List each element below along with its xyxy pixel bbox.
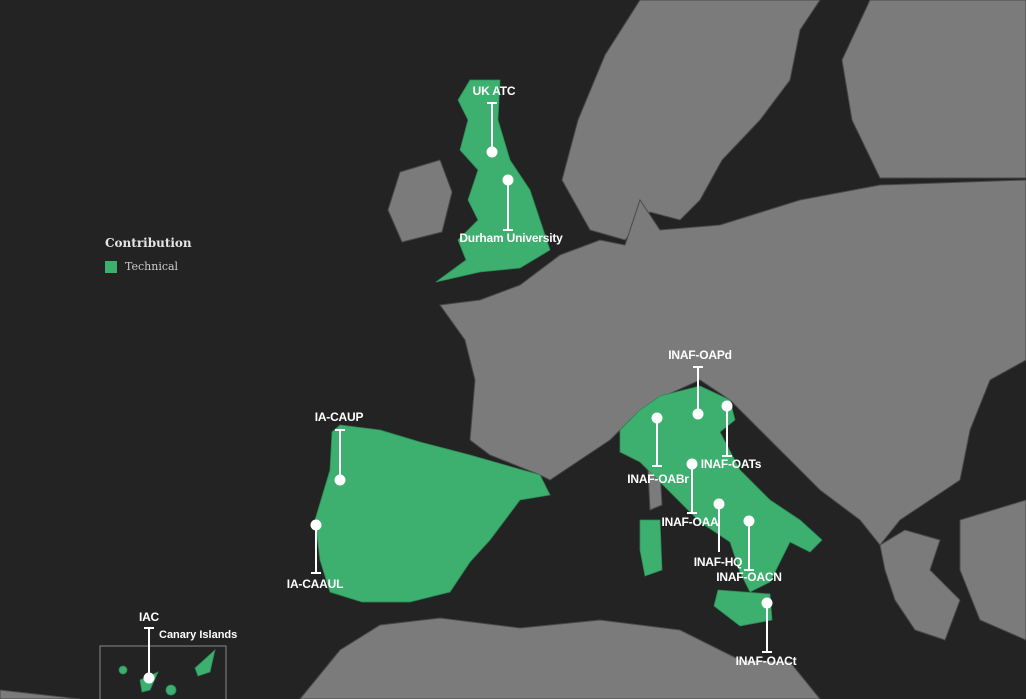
label-inaf-oapd[interactable]: INAF-OAPd [668,348,732,362]
label-ia-caup[interactable]: IA-CAUP [314,410,364,424]
label-inaf-oacn[interactable]: INAF-OACN [716,570,782,584]
canary-islands-label: Canary Islands [159,629,238,641]
canary-islands-east [194,648,216,677]
legend-swatch-technical [105,260,117,273]
canary-inset-frame [99,645,227,699]
label-iac[interactable]: IAC [138,610,160,624]
label-durham-university[interactable]: Durham University [459,231,563,245]
marker-inaf-oacn[interactable] [743,515,755,571]
marker-inaf-oabr[interactable] [651,412,663,467]
label-inaf-oaa[interactable]: INAF-OAA [661,515,719,529]
canary-island [118,665,128,675]
marker-iac[interactable] [143,627,155,684]
iberia [314,424,551,603]
finland-russia [841,0,1026,179]
marker-inaf-hq[interactable] [713,498,725,553]
marker-inaf-oats[interactable] [721,400,733,457]
label-inaf-hq[interactable]: INAF-HQ [693,555,743,569]
canary-inset-africa [0,689,81,699]
turkey [959,499,1026,641]
legend-label: Technical [125,260,179,273]
label-uk-atc[interactable]: UK ATC [472,84,516,98]
legend: Contribution Technical [105,236,192,273]
label-inaf-oats[interactable]: INAF-OATs [700,457,762,471]
greece [879,529,961,641]
north-africa [299,617,821,699]
mainland-europe [439,179,1026,546]
ireland [387,159,453,243]
legend-item-technical[interactable]: Technical [105,260,192,273]
marker-inaf-oapd[interactable] [692,366,704,420]
legend-title: Contribution [105,236,192,250]
marker-ia-caaul[interactable] [310,519,322,574]
label-inaf-oact[interactable]: INAF-OACt [735,654,797,668]
marker-inaf-oact[interactable] [761,597,773,653]
marker-inaf-oaa[interactable] [686,458,698,514]
uk [435,79,551,283]
marker-uk-atc[interactable] [486,102,498,158]
sicily [713,589,773,627]
label-ia-caaul[interactable]: IA-CAAUL [286,577,344,591]
italy [619,385,823,593]
label-inaf-oabr[interactable]: INAF-OABr [627,472,689,486]
sardinia [639,519,663,577]
canary-island [165,684,177,696]
marker-durham[interactable] [502,174,514,231]
scandinavia [561,0,821,241]
marker-ia-caup[interactable] [334,429,346,486]
